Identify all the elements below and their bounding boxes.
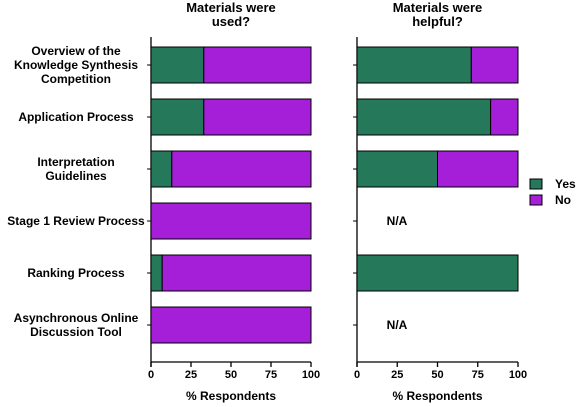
bar-yes [150,98,205,136]
panel-0-x-tick-label: 0 [148,369,154,381]
panel-0-x-tick-label: 75 [265,369,277,381]
na-label: N/A [387,318,408,332]
panel-0-x-tick-label: 100 [302,369,320,381]
category-label: Asynchronous Online [14,311,139,325]
na-label: N/A [387,214,408,228]
panel-1-title: Materials were [393,0,483,15]
panel-0-x-axis-label: % Respondents [186,389,276,403]
category-label: Ranking Process [27,266,125,280]
bar-no [150,202,312,240]
bar-no [490,98,519,136]
bar-no [161,254,312,292]
bar-no [203,98,312,136]
panel-0-x-tick-label: 25 [185,369,197,381]
category-label: Application Process [18,110,134,124]
category-label: Stage 1 Review Process [7,214,145,228]
legend-label-no: No [555,193,571,207]
bar-no [150,306,312,344]
panel-1-title: helpful? [412,14,463,29]
bar-no [203,46,312,84]
bar-yes [150,254,163,292]
panel-0-x-tick-label: 50 [225,369,237,381]
panel-1-x-tick-label: 75 [472,369,484,381]
category-label: Competition [41,72,111,86]
bar-no [171,150,312,188]
panel-1-x-tick-label: 25 [391,369,403,381]
bar-yes [150,150,173,188]
panel-0-title: Materials were [186,0,276,15]
panel-1-x-tick-label: 0 [354,369,360,381]
panel-1-x-tick-label: 50 [431,369,443,381]
bar-yes [356,98,492,136]
legend-swatch-no [529,194,543,206]
category-label: Guidelines [45,169,107,183]
category-label: Discussion Tool [30,325,122,339]
bar-yes [356,254,519,292]
legend-swatch-yes [529,178,543,190]
legend-label-yes: Yes [555,177,576,191]
category-label: Overview of the [31,44,121,58]
panel-1-x-tick-label: 100 [509,369,527,381]
bar-no [470,46,519,84]
bar-yes [356,150,438,188]
category-label: Interpretation [37,155,114,169]
panel-1-x-axis-label: % Respondents [392,389,482,403]
bar-yes [356,46,472,84]
bar-no [437,150,519,188]
bar-yes [150,46,205,84]
panel-0-title: used? [212,14,250,29]
category-label: Knowledge Synthesis [14,58,138,72]
